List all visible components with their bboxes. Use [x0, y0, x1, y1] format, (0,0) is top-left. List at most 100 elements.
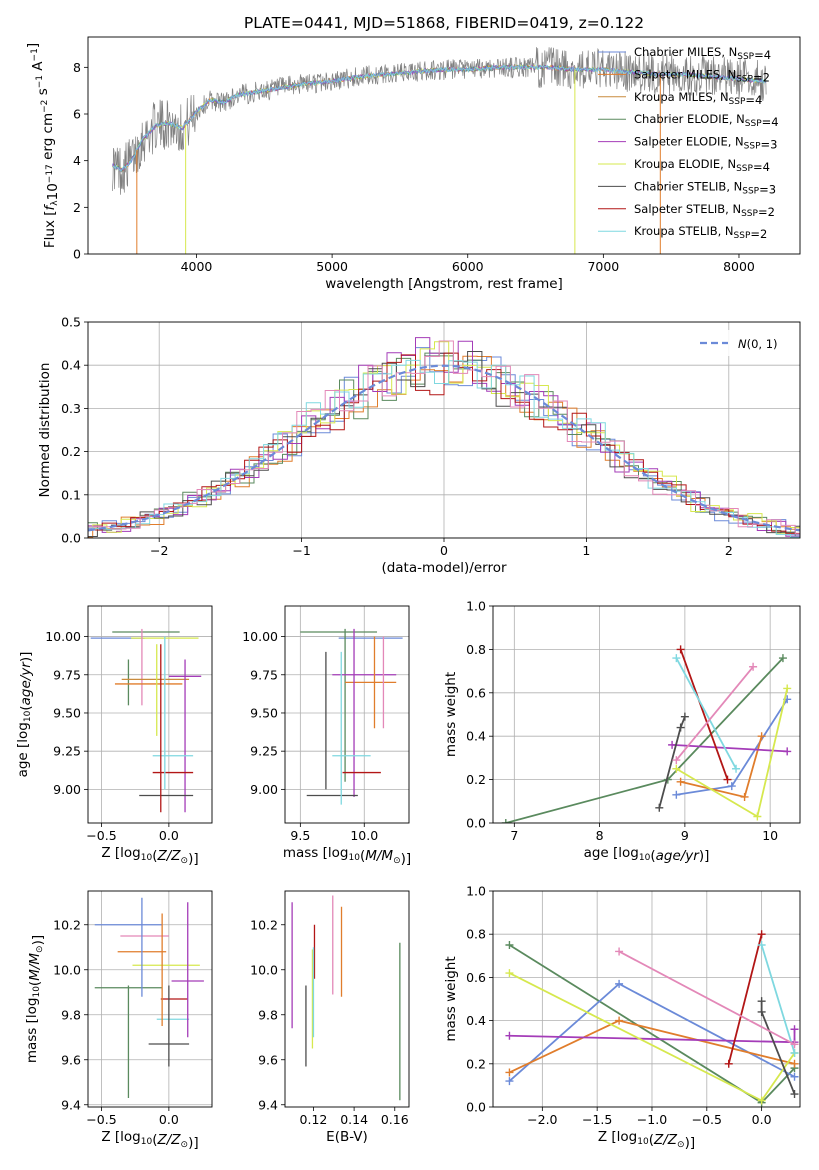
x-tick-label: 10.0: [350, 828, 378, 843]
y-tick-label: 10.2: [53, 917, 81, 932]
x-axis-label: (data-model)/error: [381, 560, 507, 576]
text-segment: age [log: [15, 722, 31, 777]
text-segment: (: [360, 848, 365, 864]
panel-residuals: −2 −1 0 1 2 0.0 0.1 0.2 0.3 0.4 0.5 (data-model)/er…: [37, 315, 801, 576]
y-tick-label: 9.4: [258, 1097, 278, 1112]
x-tick-label: 0.0: [752, 1112, 772, 1127]
text-segment: erg cm: [40, 113, 56, 164]
data-point-marker: [615, 979, 624, 988]
y-tick-label: 0.4: [61, 358, 81, 373]
plot-area: [112, 47, 767, 254]
italic-segment: M/M: [365, 848, 393, 864]
subscript: SSP: [741, 209, 758, 219]
y-tick-label: 0.2: [466, 1056, 486, 1071]
y-tick-label: 0.2: [466, 772, 486, 787]
subscript: 10: [141, 853, 153, 863]
text-segment: )]: [188, 851, 199, 867]
legend: N(0, 1): [694, 330, 794, 356]
y-tick-label: 9.00: [250, 782, 278, 797]
y-tick-label: 8: [73, 60, 81, 75]
gaussian-reference-line: [88, 364, 800, 532]
data-point-marker: [790, 1072, 799, 1081]
data-point-marker: [790, 1049, 799, 1057]
y-tick-label: 9.75: [53, 667, 81, 682]
text-segment: Chabrier STELIB, N: [634, 179, 742, 193]
x-tick-label: 8: [596, 828, 604, 843]
y-tick-label: 9.75: [250, 667, 278, 682]
text-segment: (0, 1): [747, 337, 778, 351]
x-axis-label: Z [log10(Z/Z⊙)]: [101, 845, 198, 867]
legend-label: Chabrier ELODIE, NSSP=4: [634, 112, 779, 129]
axes-frame: [87, 36, 801, 255]
legend-label: Salpeter MILES, NSSP=2: [634, 67, 770, 84]
data-point-marker: [680, 712, 689, 721]
subscript: SSP: [736, 164, 753, 174]
axes-frame: [492, 890, 801, 1108]
histogram-step: [88, 352, 800, 537]
x-tick-label: 1: [582, 543, 590, 558]
data-point-marker: [757, 941, 766, 949]
data-point-marker: [757, 1007, 766, 1016]
x-axis-label: age [log10(age/yr)]: [584, 845, 710, 864]
series-line: [505, 657, 784, 823]
data-point-marker: [615, 1016, 624, 1025]
series-line: [675, 657, 737, 770]
superscript: −1: [35, 75, 45, 88]
text-segment: (: [649, 1132, 654, 1148]
italic-segment: Z/Z: [156, 1132, 181, 1148]
data-point-marker: [778, 654, 787, 663]
y-tick-label: 0.1: [61, 487, 81, 502]
data-point-marker: [724, 1059, 733, 1068]
x-tick-label: 9: [681, 828, 689, 843]
y-tick-label: 0.8: [466, 642, 486, 657]
panel-spectrum: 4000 5000 6000 7000 8000 0 2 4 6 8 wavelength [Ang…: [25, 36, 801, 292]
subscript: SSP: [737, 52, 754, 62]
text-segment: ]: [25, 43, 41, 48]
subscript: SSP: [742, 186, 759, 196]
x-tick-label: 9.5: [290, 828, 310, 843]
spectrum-line: [112, 63, 766, 172]
data-point-marker: [723, 775, 732, 784]
y-axis-label: mass weight: [443, 672, 459, 757]
panel-mass-vs-Z: −0.5 0.09.49.69.810.010.2Z [log10(Z/Z⊙)]m…: [24, 890, 213, 1151]
data-point-marker: [672, 764, 681, 773]
text-segment: )]: [18, 652, 34, 663]
y-tick-label: 9.6: [61, 1052, 81, 1067]
series-line: [760, 944, 796, 1054]
x-axis-label: Z [log10(Z/Z⊙)]: [598, 1129, 695, 1151]
italic-segment: N: [738, 337, 747, 351]
legend-label: Salpeter STELIB, NSSP=2: [634, 202, 775, 219]
x-tick-label: −0.5: [86, 828, 116, 843]
x-tick-label: 0.0: [159, 1112, 179, 1127]
y-tick-label: 4: [73, 153, 81, 168]
text-segment: (: [650, 848, 655, 864]
subscript: 10: [348, 853, 360, 863]
text-segment: Chabrier MILES, N: [634, 45, 737, 59]
data-point-marker: [790, 1025, 799, 1034]
data-point-marker: [753, 812, 762, 821]
data-point-marker: [740, 792, 749, 801]
x-tick-label: 7000: [587, 259, 619, 274]
x-tick-label: −2.0: [527, 1112, 557, 1127]
axes-frame: [492, 605, 801, 824]
x-tick-label: 0.0: [159, 828, 179, 843]
subscript: ⊙: [181, 1140, 189, 1150]
data-point-marker: [672, 790, 681, 799]
axes-frame: [284, 890, 410, 1108]
y-axis-label: mass weight: [443, 956, 459, 1041]
data-point-marker: [668, 740, 677, 749]
y-tick-label: 0.4: [466, 1013, 486, 1028]
y-tick-label: 2: [73, 200, 81, 215]
data-point-marker: [655, 803, 664, 812]
x-axis-label: Z [log10(Z/Z⊙)]: [101, 1129, 198, 1151]
text-segment: Kroupa MILES, N: [634, 90, 729, 104]
text-segment: Z [log: [101, 845, 140, 861]
y-axis-label: age [log10(age/yr)]: [15, 652, 34, 778]
series-line: [618, 950, 795, 1046]
text-segment: Normed distribution: [37, 363, 53, 498]
series-line: [676, 698, 788, 796]
text-segment: E(B-V): [326, 1129, 368, 1145]
italic-segment: Z/Z: [156, 848, 181, 864]
